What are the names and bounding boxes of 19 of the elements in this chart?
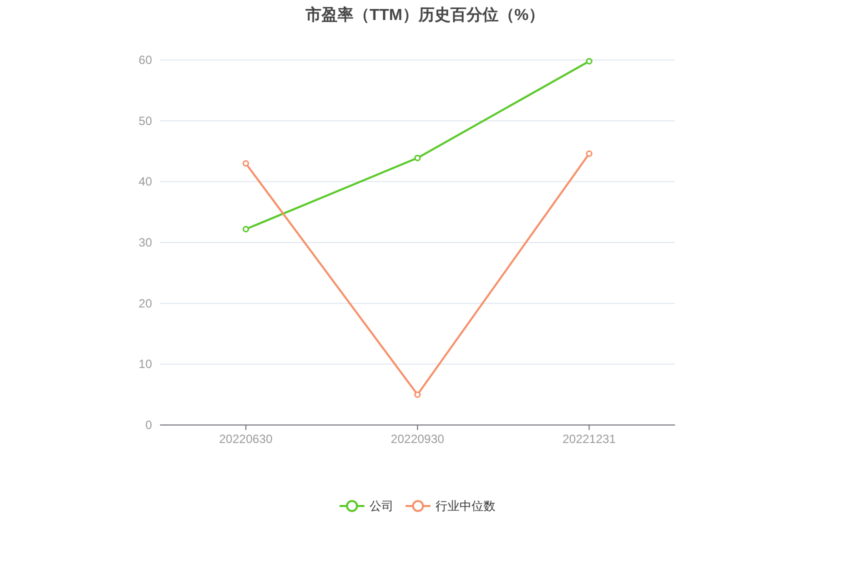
y-tick-label: 40 [138, 174, 152, 189]
x-tick-label: 20221231 [562, 432, 616, 446]
legend-label: 行业中位数 [436, 499, 496, 513]
point [242, 226, 250, 232]
y-tick-label: 60 [138, 53, 152, 67]
point [586, 150, 592, 157]
point [414, 154, 421, 162]
x-tick-label: 20220630 [219, 432, 273, 446]
point [242, 160, 250, 167]
y-tick-label: 30 [138, 236, 152, 250]
x-tick-label: 20220930 [390, 432, 445, 446]
chart-title: 市盈率（TTM）历史百分位（%） [304, 5, 545, 24]
point [586, 58, 592, 64]
point [414, 391, 421, 398]
y-tick-label: 10 [138, 357, 152, 372]
y-tick-label: 0 [145, 418, 152, 432]
y-tick-label: 20 [138, 296, 152, 310]
y-tick-label: 50 [138, 114, 152, 128]
legend-label: 公司 [370, 499, 394, 513]
